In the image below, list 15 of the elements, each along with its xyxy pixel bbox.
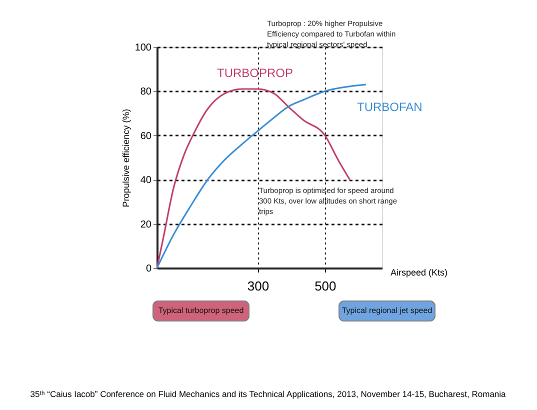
y-axis-title: Propulsive efficiency (%) xyxy=(120,108,131,208)
x-axis-title: Airspeed (Kts) xyxy=(390,268,448,278)
text: 35ᵗʰ “Caius Iacob” Conference on Fluid Mechanics and its Technical Applications, 2013, November 14-15, Bucharest, Romania xyxy=(30,389,506,399)
x-tick-label: 300 xyxy=(247,278,270,294)
y-tick-label: 40 xyxy=(140,175,152,186)
y-tick-label: 100 xyxy=(134,42,152,54)
series-label: TURBOFAN xyxy=(357,100,422,114)
text: Typical turboprop speed xyxy=(158,306,244,315)
y-tick-label: 20 xyxy=(140,219,152,230)
series-label: TURBOPROP xyxy=(217,66,294,80)
y-tick-label: 0 xyxy=(146,264,152,274)
x-tick-label: 500 xyxy=(314,278,336,294)
y-tick-label: 80 xyxy=(140,86,152,98)
y-tick-label: 60 xyxy=(140,130,152,142)
text: Typical regional jet speed xyxy=(342,306,432,315)
